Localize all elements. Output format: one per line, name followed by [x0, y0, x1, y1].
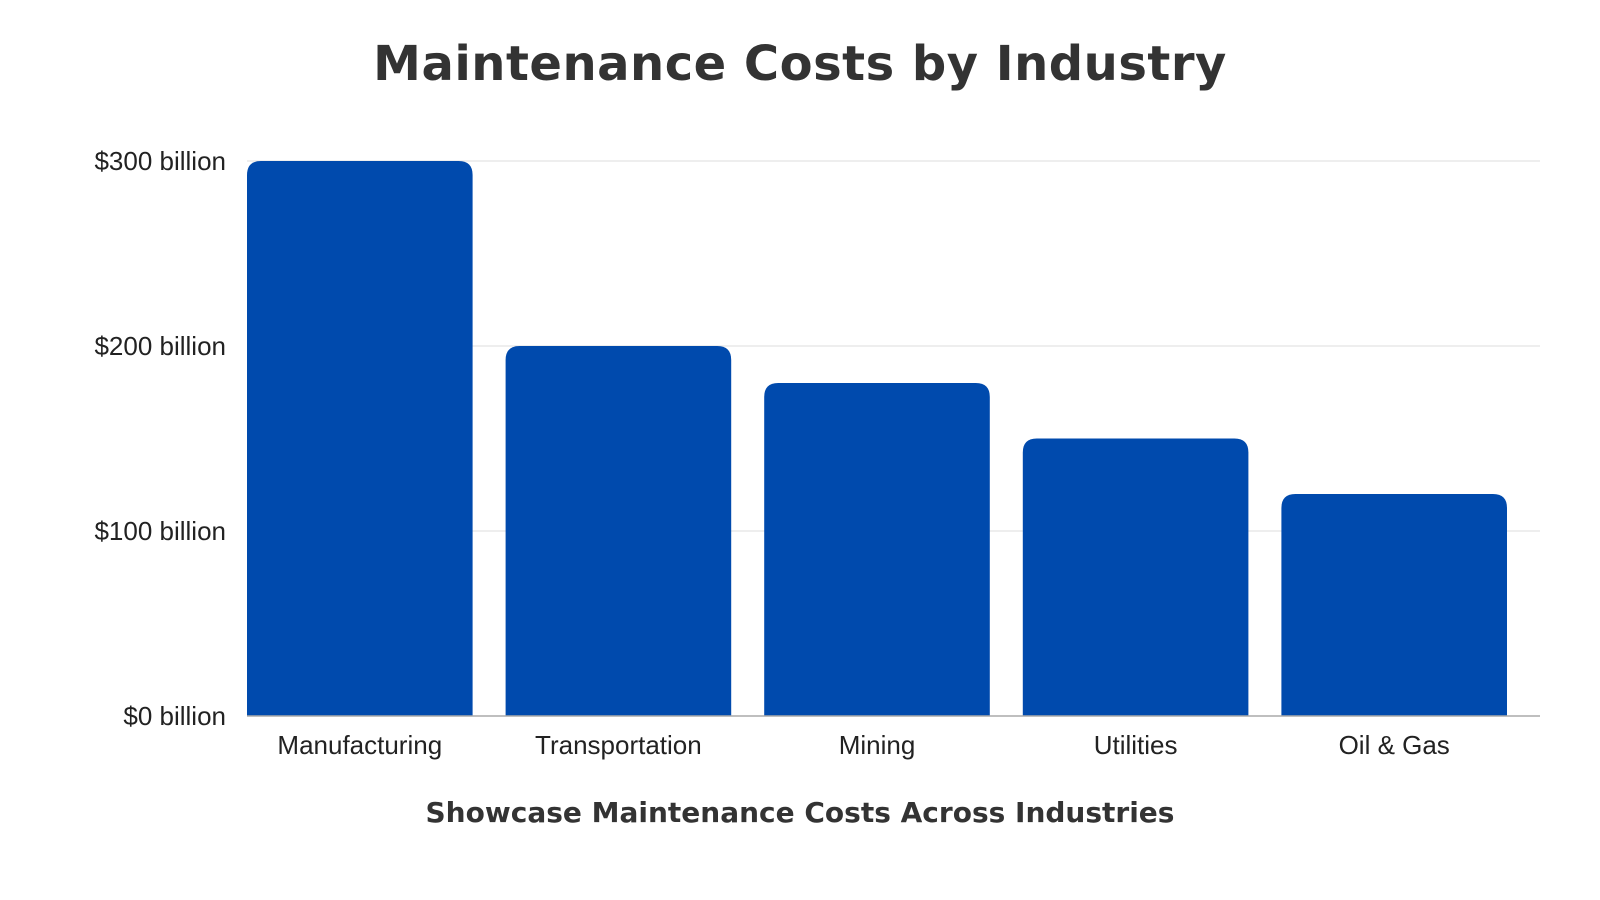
bar-manufacturing [247, 161, 473, 716]
y-tick-label-0: $0 billion [123, 701, 226, 731]
bar-transportation [505, 346, 732, 716]
bars [247, 161, 1507, 716]
x-tick-label-mining: Mining [839, 730, 916, 760]
x-tick-label-oil-gas: Oil & Gas [1339, 730, 1450, 760]
y-tick-label-300: $300 billion [94, 146, 226, 176]
x-axis-category-labels: Manufacturing Transportation Mining Utiliti… [277, 730, 1449, 760]
bar-oil-gas [1281, 494, 1507, 716]
y-tick-label-200: $200 billion [94, 331, 226, 361]
x-tick-label-utilities: Utilities [1094, 730, 1178, 760]
x-tick-label-transportation: Transportation [535, 730, 702, 760]
bar-utilities [1022, 438, 1249, 716]
bar-mining [764, 383, 990, 716]
y-axis-tick-labels: $0 billion $100 billion $200 billion $300 b… [94, 146, 226, 731]
chart-subtitle: Showcase Maintenance Costs Across Indust… [425, 796, 1175, 829]
x-tick-label-manufacturing: Manufacturing [277, 730, 442, 760]
y-tick-label-100: $100 billion [94, 516, 226, 546]
chart-title: Maintenance Costs by Industry [373, 36, 1227, 92]
